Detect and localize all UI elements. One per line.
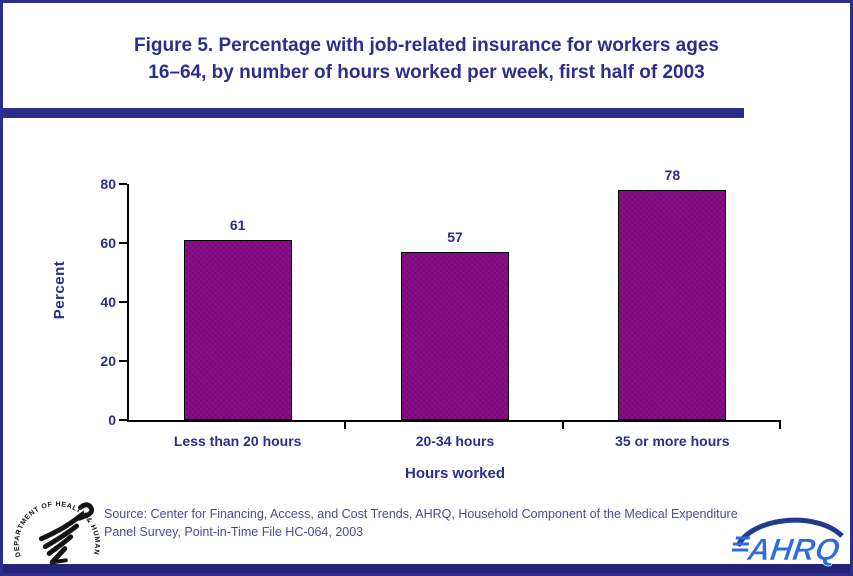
ahrq-logo-text: AHRQ	[745, 532, 842, 567]
plot-area	[127, 184, 781, 422]
y-tick-mark	[119, 242, 127, 244]
figure-title: Figure 5. Percentage with job-related in…	[3, 33, 850, 87]
title-divider-bar	[3, 108, 744, 118]
bar	[400, 252, 509, 420]
bars-row: 61 57 78	[129, 167, 781, 420]
bar	[618, 190, 727, 420]
ahrq-logo: AHRQ	[732, 517, 844, 567]
bar-slot: 57	[346, 184, 563, 420]
y-tick-label: 40	[100, 294, 116, 310]
source-note: Source: Center for Financing, Access, an…	[104, 507, 738, 540]
x-tick-mark	[779, 422, 781, 429]
y-tick-label: 0	[108, 412, 116, 428]
y-tick-label: 60	[100, 235, 116, 251]
bar-value-label: 61	[229, 217, 246, 233]
y-tick-label: 80	[100, 176, 116, 192]
y-tick-mark	[119, 183, 127, 185]
hhs-eagle-icon	[38, 502, 95, 565]
category-label: 20-34 hours	[415, 433, 495, 449]
y-tick-label: 20	[100, 353, 116, 369]
y-tick-mark	[119, 301, 127, 303]
hhs-seal-logo: DEPARTMENT OF HEALTH & HUMAN SERVICES • …	[8, 482, 100, 565]
figure-title-line2: 16–64, by number of hours worked per wee…	[148, 61, 705, 83]
figure-title-line1: Figure 5. Percentage with job-related in…	[134, 35, 719, 56]
category-labels-row: Less than 20 hours 20-34 hours 35 or more …	[129, 433, 781, 449]
y-tick-mark	[119, 419, 127, 421]
x-tick-mark	[562, 422, 564, 429]
bar-slot: 61	[129, 184, 346, 420]
bar	[183, 240, 292, 420]
x-axis-label: Hours worked	[404, 465, 506, 482]
category-label: Less than 20 hours	[173, 433, 302, 449]
footer-band	[3, 564, 850, 573]
x-tick-mark	[344, 422, 346, 429]
bar-value-label: 78	[664, 167, 681, 183]
bar-slot: 78	[564, 167, 781, 420]
y-tick-mark	[119, 360, 127, 362]
bar-value-label: 57	[447, 229, 463, 245]
category-label: 35 or more hours	[615, 433, 730, 449]
